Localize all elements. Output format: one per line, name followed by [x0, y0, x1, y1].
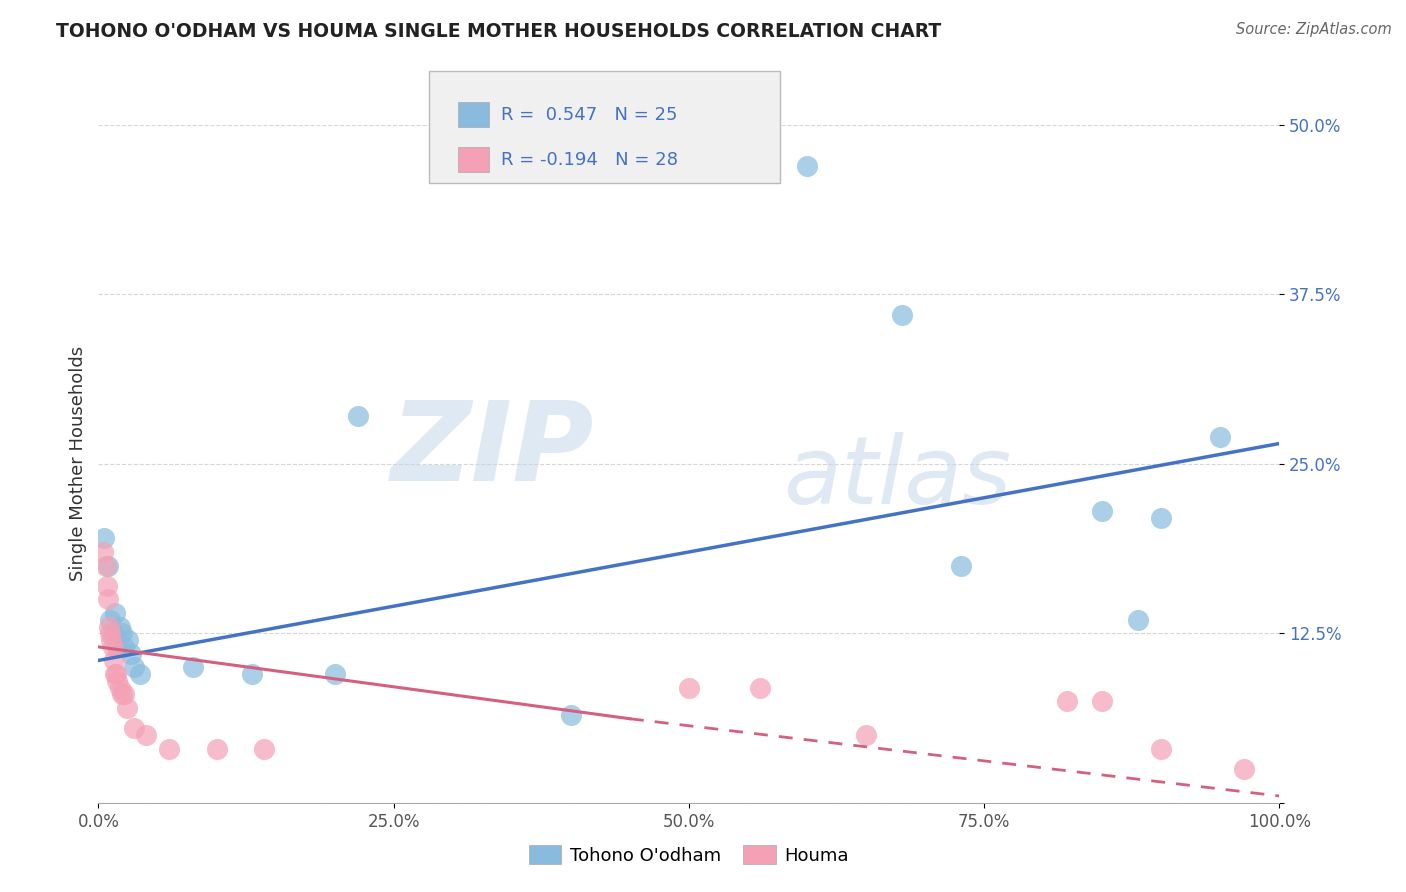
Point	[181, 660, 204, 674]
Point	[101, 640, 124, 654]
Point	[98, 619, 121, 633]
Point	[949, 558, 972, 573]
Point	[1150, 511, 1173, 525]
Point	[94, 558, 117, 573]
Point	[111, 626, 134, 640]
Point	[560, 707, 582, 722]
Point	[205, 741, 228, 756]
Point	[1056, 694, 1078, 708]
Point	[97, 592, 120, 607]
Point	[112, 687, 135, 701]
Point	[253, 741, 276, 756]
Point	[96, 579, 118, 593]
Point	[1150, 741, 1173, 756]
Point	[97, 558, 120, 573]
Point	[115, 701, 138, 715]
Point	[98, 626, 121, 640]
Point	[100, 633, 122, 648]
Point	[108, 681, 131, 695]
Point	[748, 681, 770, 695]
Point	[91, 545, 114, 559]
Point	[121, 647, 143, 661]
Point	[890, 308, 912, 322]
Point	[93, 532, 115, 546]
Point	[323, 667, 346, 681]
Point	[240, 667, 263, 681]
Point	[347, 409, 370, 424]
Point	[1126, 613, 1149, 627]
Point	[112, 640, 135, 654]
Point	[98, 613, 121, 627]
Point	[157, 741, 180, 756]
Text: TOHONO O'ODHAM VS HOUMA SINGLE MOTHER HOUSEHOLDS CORRELATION CHART: TOHONO O'ODHAM VS HOUMA SINGLE MOTHER HO…	[56, 22, 942, 41]
Text: ZIP: ZIP	[391, 397, 595, 504]
Point	[105, 673, 128, 688]
Point	[108, 619, 131, 633]
Point	[103, 653, 125, 667]
Legend: Tohono O'odham, Houma: Tohono O'odham, Houma	[522, 838, 856, 871]
Point	[796, 159, 818, 173]
Point	[105, 667, 128, 681]
Point	[111, 687, 134, 701]
Point	[128, 667, 150, 681]
Point	[101, 626, 124, 640]
Point	[122, 721, 145, 735]
Point	[1209, 430, 1232, 444]
Point	[855, 728, 877, 742]
Text: R = -0.194   N = 28: R = -0.194 N = 28	[501, 151, 678, 169]
Point	[104, 606, 127, 620]
Point	[678, 681, 700, 695]
Point	[1233, 762, 1256, 776]
Point	[1091, 504, 1114, 518]
Point	[135, 728, 157, 742]
Point	[104, 667, 127, 681]
Text: atlas: atlas	[783, 432, 1012, 523]
Text: Source: ZipAtlas.com: Source: ZipAtlas.com	[1236, 22, 1392, 37]
Point	[1091, 694, 1114, 708]
Point	[117, 633, 139, 648]
Y-axis label: Single Mother Households: Single Mother Households	[69, 346, 87, 582]
Text: R =  0.547   N = 25: R = 0.547 N = 25	[501, 106, 678, 124]
Point	[105, 640, 128, 654]
Point	[122, 660, 145, 674]
